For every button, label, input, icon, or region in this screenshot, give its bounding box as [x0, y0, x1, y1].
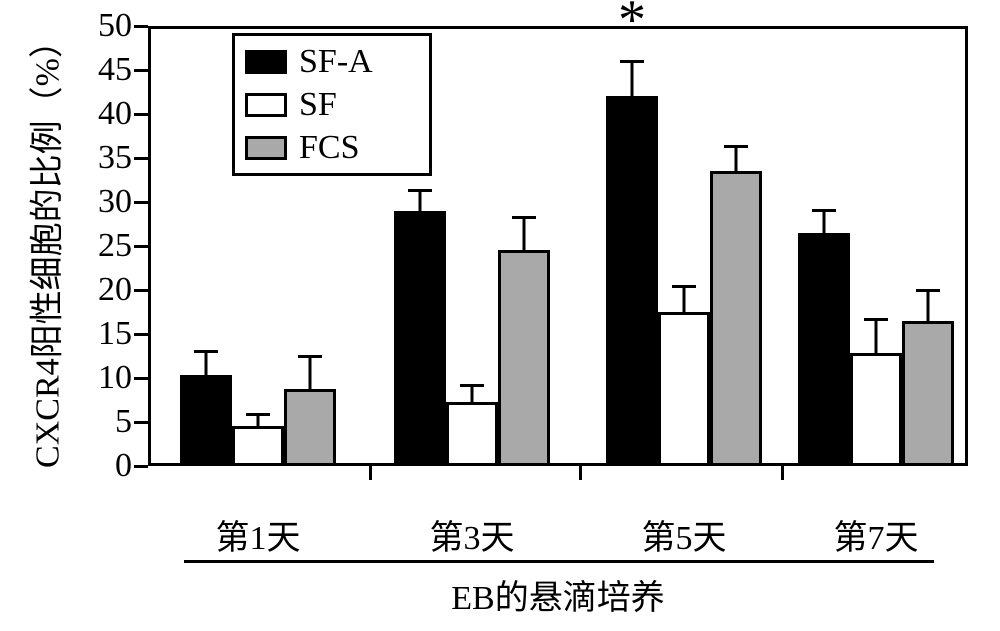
error-bar-stem — [419, 191, 422, 211]
error-bar-cap — [864, 318, 888, 321]
y-tick-mark — [134, 421, 148, 424]
y-tick-label: 0 — [62, 447, 132, 485]
significance-asterisk: * — [618, 0, 646, 48]
x-group-label: 第5天 — [642, 510, 727, 559]
y-tick-mark — [134, 289, 148, 292]
y-tick-label: 35 — [62, 139, 132, 177]
y-tick-label: 45 — [62, 51, 132, 89]
y-tick-mark — [134, 113, 148, 116]
error-bar-cap — [916, 289, 940, 292]
error-bar-cap — [672, 285, 696, 288]
x-axis-title: EB的悬滴培养 — [451, 570, 664, 619]
error-bar-stem — [309, 357, 312, 389]
x-axis-underline — [184, 560, 934, 563]
y-tick-mark — [134, 377, 148, 380]
y-tick-mark — [134, 25, 148, 28]
y-tick-label: 20 — [62, 271, 132, 309]
error-bar-cap — [408, 189, 432, 192]
legend-swatch — [245, 93, 287, 117]
error-bar-stem — [471, 386, 474, 402]
legend-label: FCS — [299, 128, 360, 167]
legend-row: SF-A — [245, 42, 419, 81]
legend: SF-A SF FCS — [232, 33, 432, 176]
bar — [606, 96, 658, 466]
x-group-label: 第3天 — [430, 510, 515, 559]
y-tick-label: 15 — [62, 315, 132, 353]
bar — [284, 389, 336, 466]
bar — [710, 171, 762, 466]
y-tick-label: 5 — [62, 403, 132, 441]
y-tick-label: 30 — [62, 183, 132, 221]
bar — [902, 321, 954, 466]
y-tick-mark — [134, 245, 148, 248]
x-tick-mark — [781, 466, 784, 480]
error-bar-cap — [620, 60, 644, 63]
legend-swatch — [245, 50, 287, 74]
x-group-label: 第1天 — [216, 510, 301, 559]
bar — [498, 250, 550, 466]
x-group-label: 第7天 — [834, 510, 919, 559]
error-bar-cap — [724, 145, 748, 148]
bar — [394, 211, 446, 466]
y-tick-label: 40 — [62, 95, 132, 133]
error-bar-cap — [298, 355, 322, 358]
error-bar-cap — [460, 384, 484, 387]
bar — [658, 312, 710, 466]
y-tick-mark — [134, 333, 148, 336]
bar — [446, 402, 498, 466]
error-bar-cap — [246, 413, 270, 416]
error-bar-stem — [823, 211, 826, 233]
bar — [180, 375, 232, 466]
legend-swatch — [245, 136, 287, 160]
error-bar-stem — [631, 61, 634, 96]
legend-row: SF — [245, 85, 419, 124]
y-tick-label: 25 — [62, 227, 132, 265]
y-tick-mark — [134, 465, 148, 468]
cxcr4-bar-chart: CXCR4阳性细胞的比例（%） EB的悬滴培养 SF-ASFFCS 051015… — [0, 0, 1000, 631]
error-bar-cap — [194, 350, 218, 353]
bar — [232, 426, 284, 466]
x-tick-mark — [579, 466, 582, 480]
x-tick-mark — [369, 466, 372, 480]
legend-label: SF — [299, 85, 337, 124]
error-bar-stem — [523, 218, 526, 251]
bar — [798, 233, 850, 466]
error-bar-cap — [512, 216, 536, 219]
y-tick-mark — [134, 201, 148, 204]
y-tick-label: 50 — [62, 7, 132, 45]
legend-row: FCS — [245, 128, 419, 167]
error-bar-stem — [257, 414, 260, 426]
y-tick-mark — [134, 69, 148, 72]
error-bar-stem — [735, 147, 738, 172]
legend-label: SF-A — [299, 42, 373, 81]
error-bar-stem — [683, 286, 686, 312]
error-bar-stem — [927, 291, 930, 321]
error-bar-stem — [875, 320, 878, 353]
y-tick-mark — [134, 157, 148, 160]
y-tick-label: 10 — [62, 359, 132, 397]
error-bar-cap — [812, 209, 836, 212]
bar — [850, 353, 902, 466]
error-bar-stem — [205, 352, 208, 376]
